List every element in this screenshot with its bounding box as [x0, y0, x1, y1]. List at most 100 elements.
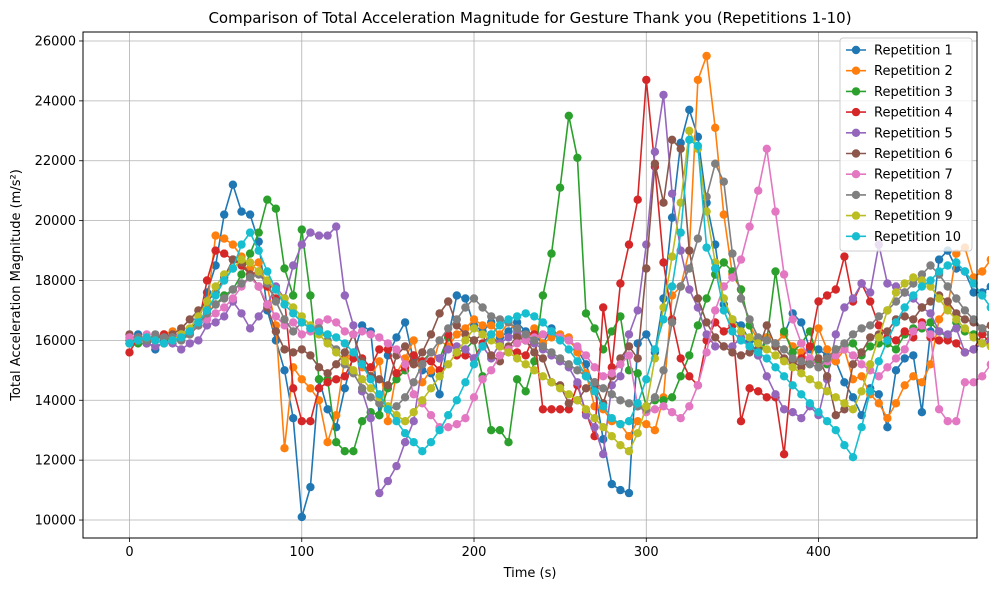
- data-point: [142, 333, 151, 342]
- data-point: [392, 402, 401, 411]
- data-point: [469, 360, 479, 369]
- data-point: [444, 297, 453, 306]
- data-point: [383, 417, 393, 426]
- data-point: [211, 261, 220, 270]
- data-point: [289, 348, 298, 357]
- data-point: [900, 327, 909, 336]
- data-point: [866, 387, 875, 396]
- data-point: [512, 324, 522, 333]
- data-point: [685, 402, 694, 411]
- data-point: [444, 345, 453, 354]
- x-axis-title: Time (s): [503, 566, 557, 581]
- data-point: [504, 327, 513, 336]
- data-point: [943, 336, 952, 345]
- data-point: [314, 363, 324, 372]
- data-point: [840, 339, 849, 348]
- data-point: [289, 261, 298, 270]
- data-point: [323, 438, 332, 447]
- data-point: [297, 330, 306, 339]
- data-point: [383, 339, 393, 348]
- data-point: [521, 360, 530, 369]
- data-point: [771, 207, 780, 216]
- data-point: [530, 348, 539, 357]
- legend-label: Repetition 2: [874, 64, 953, 79]
- data-point: [814, 354, 823, 363]
- data-point: [693, 294, 703, 303]
- data-point: [822, 417, 832, 426]
- data-point: [254, 282, 263, 291]
- data-point: [659, 396, 668, 405]
- data-point: [590, 387, 599, 396]
- data-point: [435, 336, 444, 345]
- legend-label: Repetition 4: [874, 106, 953, 121]
- plot-background: [83, 32, 977, 538]
- data-point: [495, 351, 505, 360]
- data-point: [211, 231, 220, 240]
- data-point: [934, 405, 944, 414]
- data-point: [900, 279, 909, 288]
- data-point: [624, 351, 634, 360]
- data-point: [297, 318, 306, 327]
- x-tick-label: 300: [634, 545, 659, 560]
- data-point: [952, 339, 961, 348]
- data-point: [736, 294, 746, 303]
- data-point: [125, 348, 134, 357]
- data-point: [504, 438, 513, 447]
- data-point: [245, 228, 255, 237]
- data-point: [917, 270, 927, 279]
- data-point: [866, 297, 875, 306]
- y-tick-label: 14000: [35, 394, 76, 409]
- data-point: [676, 372, 685, 381]
- data-point: [495, 426, 505, 435]
- data-point: [952, 324, 961, 333]
- data-point: [444, 360, 453, 369]
- data-point: [771, 351, 780, 360]
- data-point: [280, 345, 289, 354]
- data-point: [754, 348, 763, 357]
- data-point: [306, 384, 315, 393]
- data-point: [220, 276, 229, 285]
- data-point: [986, 303, 989, 312]
- data-point: [736, 351, 746, 360]
- data-point: [564, 390, 573, 399]
- data-point: [228, 294, 238, 303]
- data-point: [375, 345, 384, 354]
- data-point: [289, 327, 298, 336]
- data-point: [719, 177, 728, 186]
- data-point: [891, 354, 901, 363]
- data-point: [461, 324, 470, 333]
- data-point: [211, 309, 220, 318]
- data-point: [633, 369, 642, 378]
- data-point: [228, 264, 238, 273]
- data-point: [599, 303, 608, 312]
- data-point: [607, 432, 616, 441]
- data-point: [762, 354, 771, 363]
- data-point: [375, 333, 384, 342]
- data-point: [711, 264, 720, 273]
- data-point: [400, 393, 410, 402]
- data-point: [409, 351, 418, 360]
- data-point: [711, 342, 720, 351]
- data-point: [616, 360, 625, 369]
- data-point: [676, 144, 685, 153]
- data-point: [400, 342, 410, 351]
- data-point: [986, 255, 989, 264]
- data-point: [555, 354, 565, 363]
- data-point: [555, 183, 565, 192]
- data-point: [366, 414, 375, 423]
- data-point: [297, 345, 306, 354]
- data-point: [805, 342, 815, 351]
- data-point: [495, 342, 505, 351]
- data-point: [418, 396, 427, 405]
- data-point: [237, 240, 246, 249]
- data-point: [340, 327, 349, 336]
- data-point: [461, 414, 470, 423]
- data-point: [693, 75, 703, 85]
- data-point: [538, 330, 548, 339]
- data-point: [504, 348, 513, 357]
- legend-marker: [851, 211, 861, 220]
- data-point: [633, 339, 642, 348]
- data-point: [220, 294, 229, 303]
- data-point: [151, 330, 160, 339]
- y-tick-label: 16000: [35, 334, 76, 349]
